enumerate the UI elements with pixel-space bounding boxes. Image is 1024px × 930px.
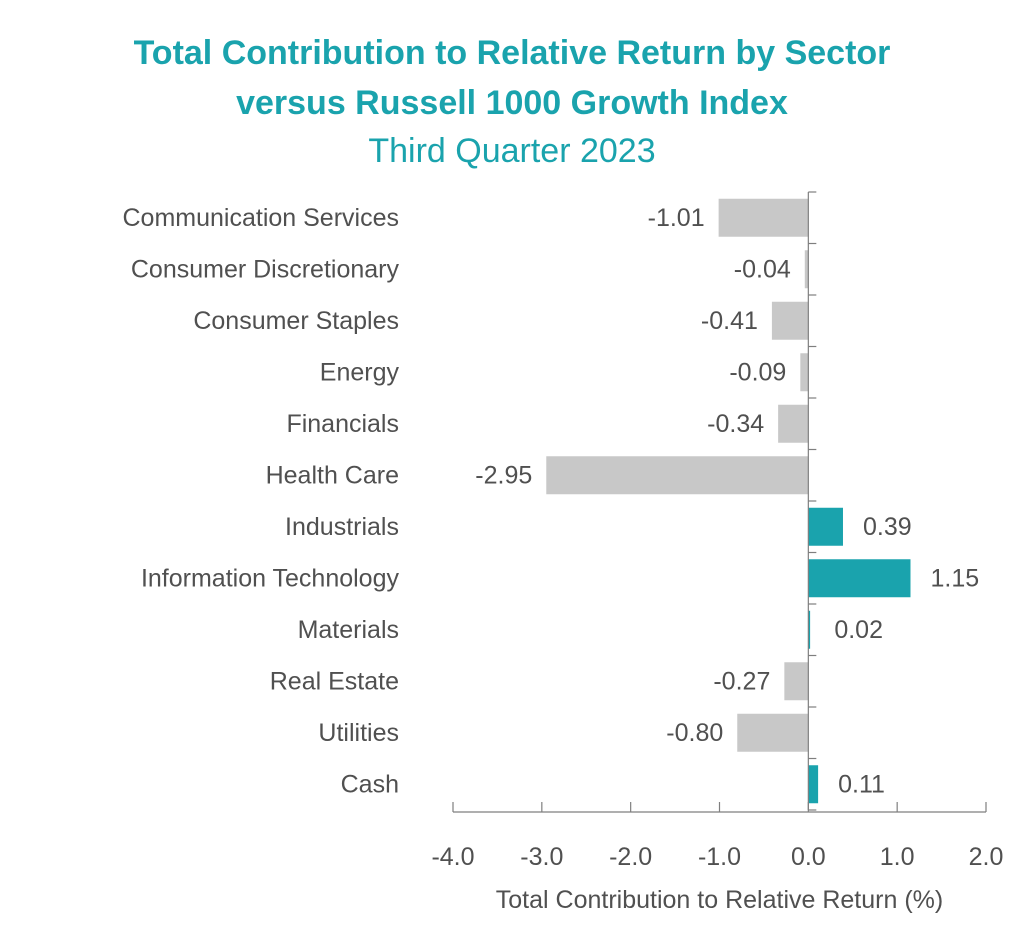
data-label: 0.11	[838, 770, 885, 798]
category-label: Cash	[341, 770, 399, 798]
bar-cash	[808, 765, 819, 804]
category-label: Real Estate	[270, 667, 399, 695]
x-tick-label: 1.0	[880, 843, 915, 871]
x-axis-title: Total Contribution to Relative Return (%…	[496, 886, 943, 914]
category-label: Financials	[286, 410, 399, 438]
bar-financials	[778, 404, 809, 443]
bar-health-care	[546, 456, 809, 495]
data-label: 0.02	[834, 616, 883, 644]
bar-utilities	[737, 713, 809, 752]
chart-subtitle: Third Quarter 2023	[368, 132, 656, 170]
x-tick-label: -2.0	[609, 843, 652, 871]
data-label: -0.04	[734, 255, 791, 283]
x-tick-label: -1.0	[698, 843, 741, 871]
data-label: -0.41	[701, 307, 758, 335]
data-label: -0.80	[666, 719, 723, 747]
category-label: Consumer Staples	[193, 307, 399, 335]
bar-information-technology	[808, 559, 911, 598]
bar-consumer-discretionary	[804, 250, 809, 289]
x-tick-label: 0.0	[791, 843, 826, 871]
category-label: Energy	[320, 358, 400, 386]
bar-materials	[808, 610, 811, 649]
data-label: -0.34	[707, 410, 764, 438]
x-tick-label: 2.0	[969, 843, 1004, 871]
data-label: -2.95	[475, 461, 532, 489]
data-label: -1.01	[648, 204, 705, 232]
data-label: -0.09	[729, 358, 786, 386]
category-label: Health Care	[266, 461, 399, 489]
category-label: Communication Services	[123, 204, 400, 232]
category-label: Industrials	[285, 513, 399, 541]
bar-consumer-staples	[771, 301, 809, 340]
x-tick-label: -4.0	[431, 843, 474, 871]
category-label: Consumer Discretionary	[131, 255, 400, 283]
data-label: 1.15	[930, 564, 979, 592]
bar-energy	[800, 353, 809, 392]
category-label: Utilities	[318, 719, 399, 747]
chart-title-line-2: versus Russell 1000 Growth Index	[236, 84, 788, 122]
category-label: Information Technology	[141, 564, 400, 592]
data-label: 0.39	[863, 513, 912, 541]
bar-industrials	[808, 507, 843, 546]
data-label: -0.27	[713, 667, 770, 695]
category-label: Materials	[298, 616, 399, 644]
bar-real-estate	[784, 662, 809, 701]
bar-communication-services	[718, 198, 809, 237]
chart-title: Total Contribution to Relative Return by…	[133, 34, 891, 72]
x-tick-label: -3.0	[520, 843, 563, 871]
